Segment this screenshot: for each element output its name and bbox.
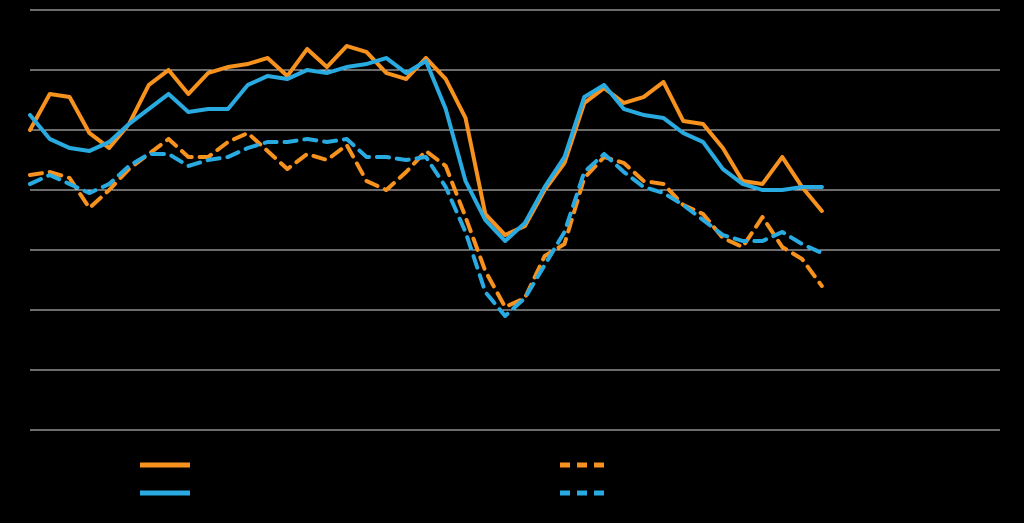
line-chart bbox=[0, 0, 1024, 523]
chart-svg bbox=[0, 0, 1024, 523]
chart-background bbox=[0, 0, 1024, 523]
